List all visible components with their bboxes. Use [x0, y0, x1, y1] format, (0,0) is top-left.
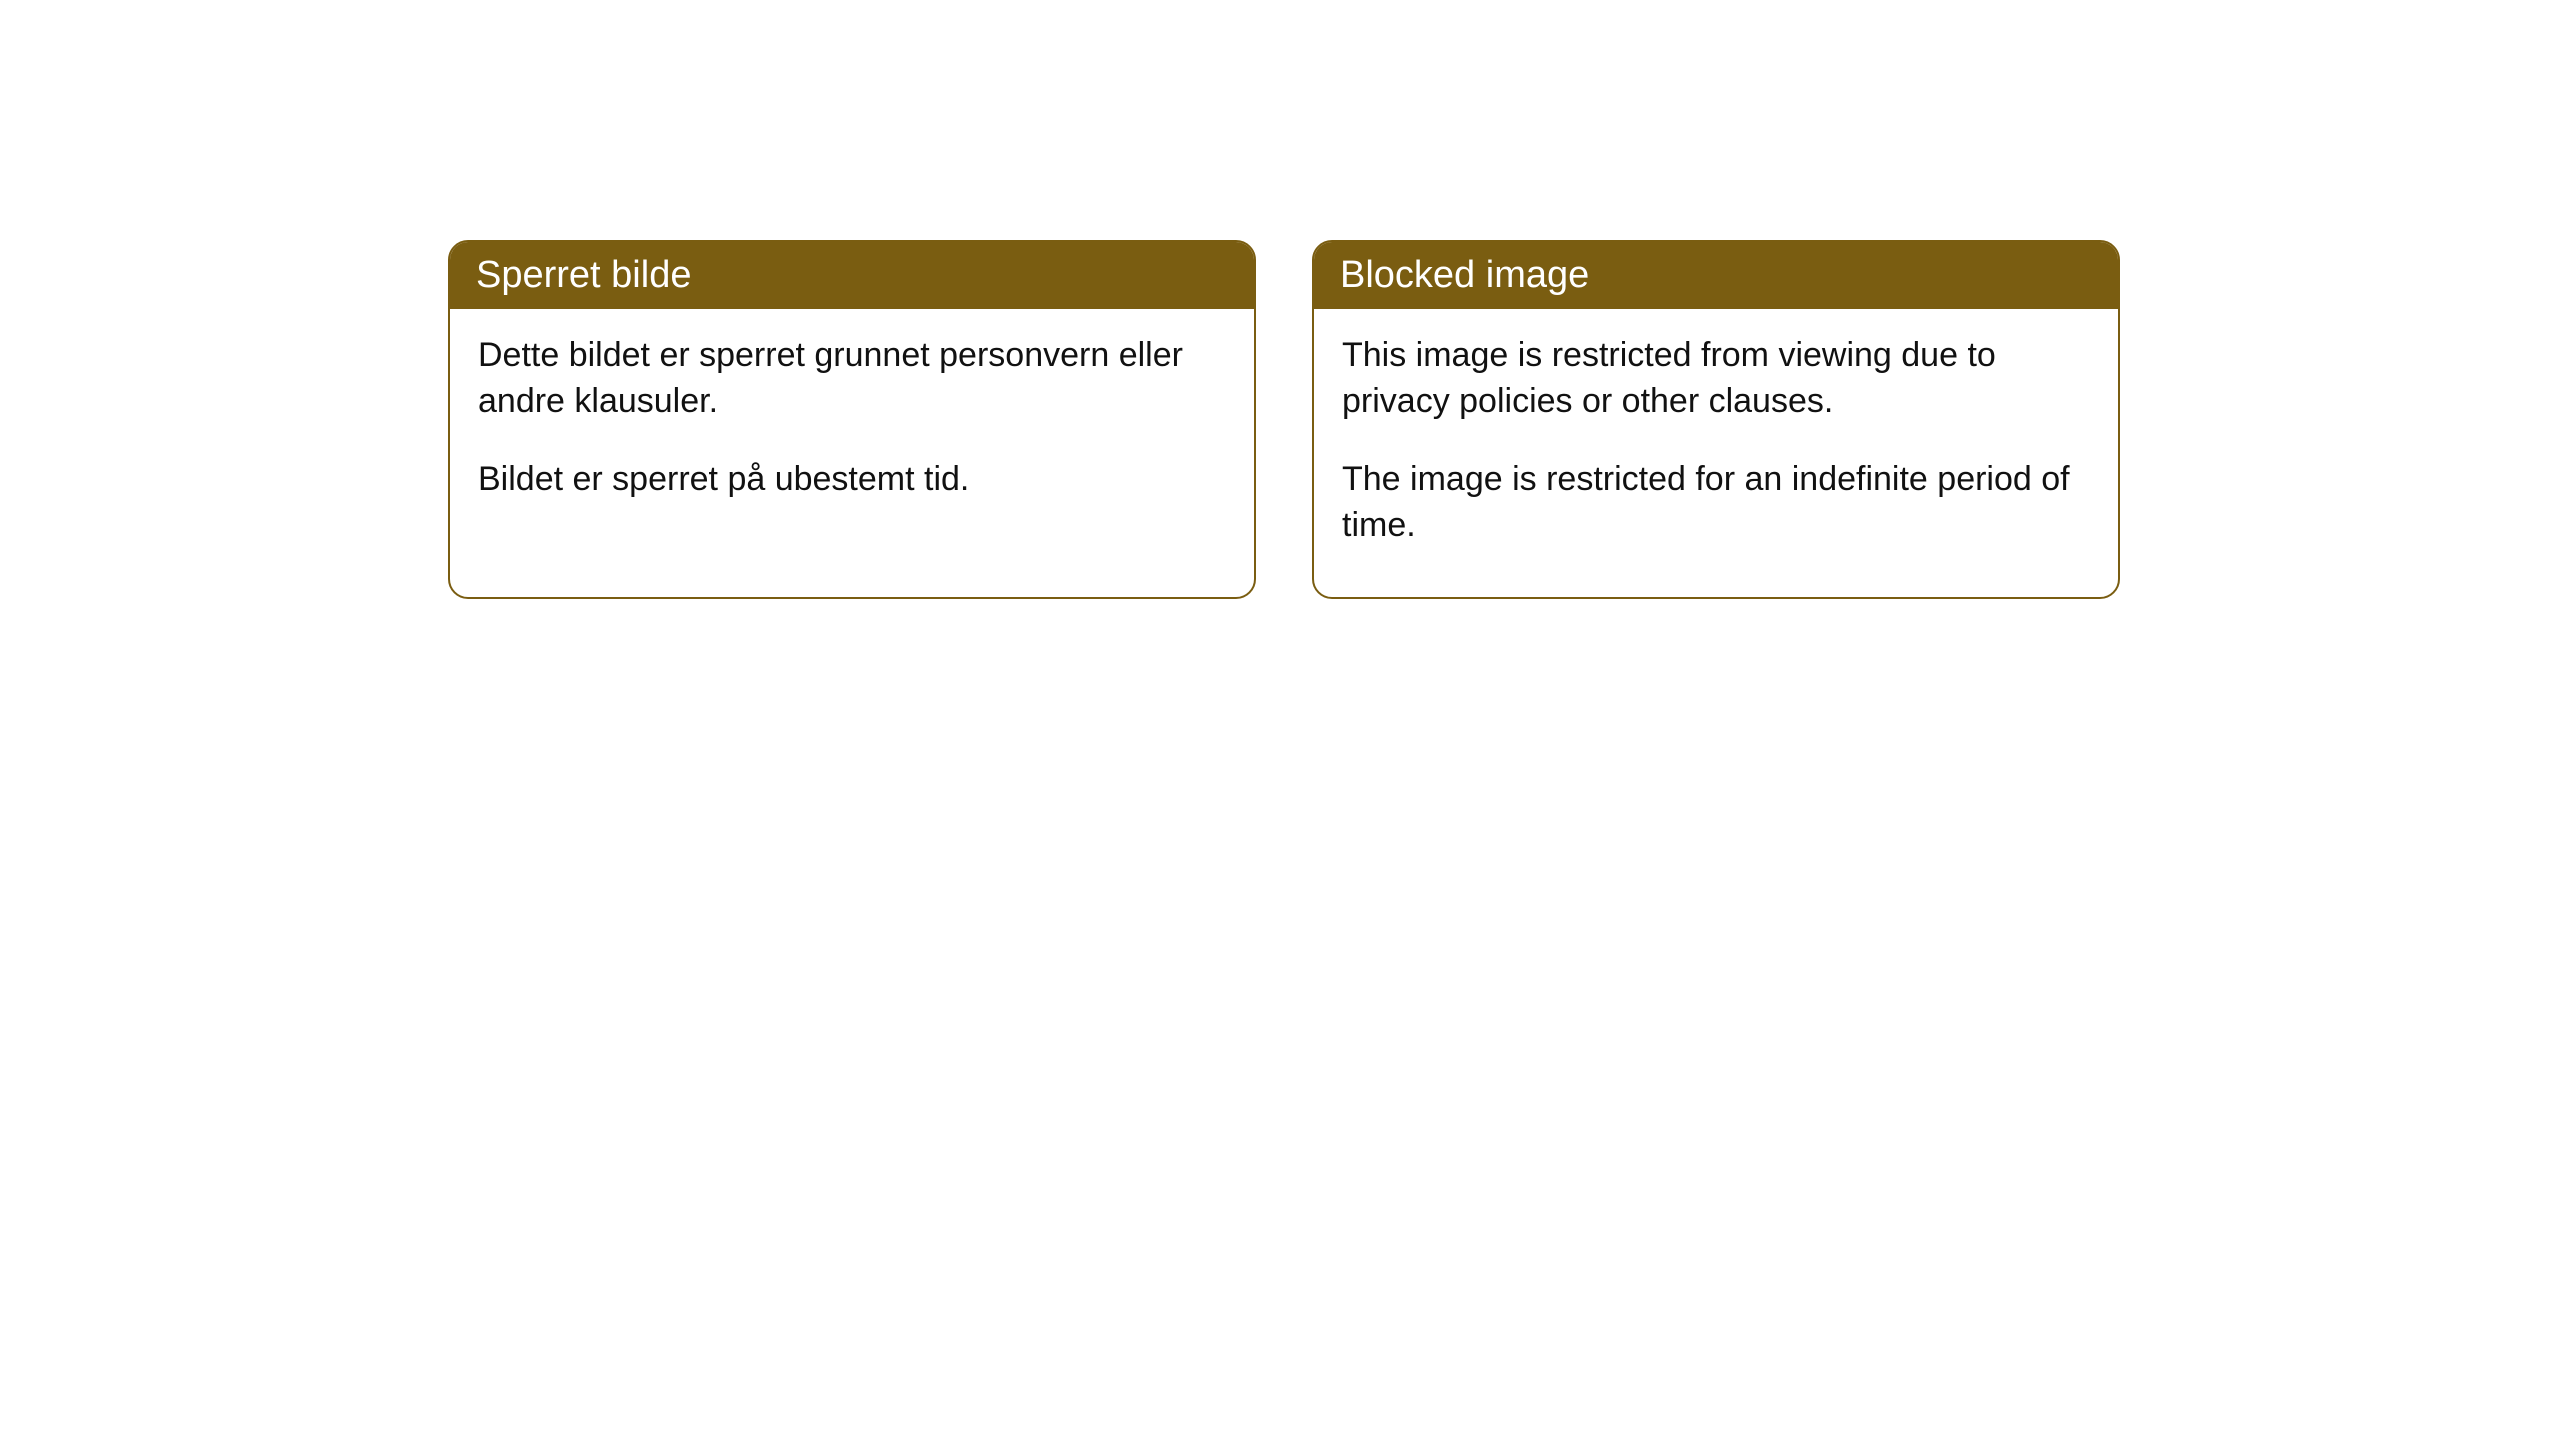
card-paragraph-1: Dette bildet er sperret grunnet personve…	[478, 333, 1226, 425]
notice-card-english: Blocked image This image is restricted f…	[1312, 240, 2120, 599]
card-title: Blocked image	[1340, 254, 1589, 296]
card-paragraph-2: The image is restricted for an indefinit…	[1342, 457, 2090, 549]
notice-cards-container: Sperret bilde Dette bildet er sperret gr…	[448, 240, 2120, 599]
card-paragraph-2: Bildet er sperret på ubestemt tid.	[478, 457, 1226, 503]
card-header: Sperret bilde	[450, 242, 1254, 309]
card-body: Dette bildet er sperret grunnet personve…	[450, 309, 1254, 551]
card-header: Blocked image	[1314, 242, 2118, 309]
notice-card-norwegian: Sperret bilde Dette bildet er sperret gr…	[448, 240, 1256, 599]
card-title: Sperret bilde	[476, 254, 691, 296]
card-body: This image is restricted from viewing du…	[1314, 309, 2118, 597]
card-paragraph-1: This image is restricted from viewing du…	[1342, 333, 2090, 425]
